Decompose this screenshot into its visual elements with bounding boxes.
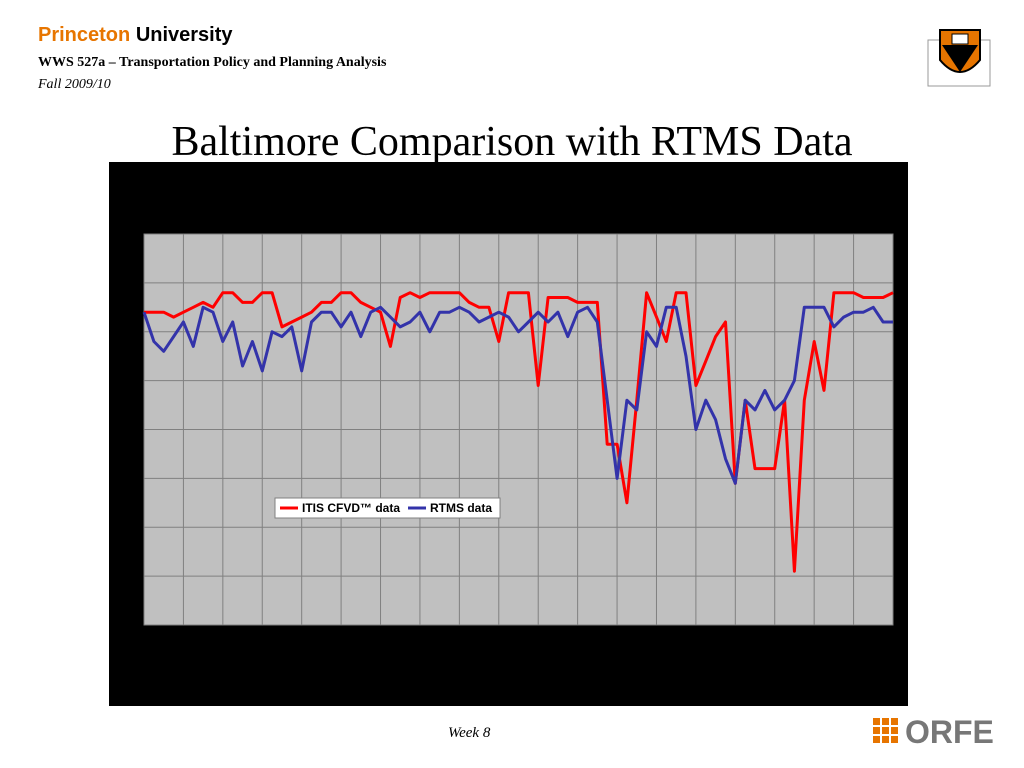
legend: ITIS CFVD™ data RTMS data [274,497,501,519]
brand: Princeton University [38,24,233,47]
term: Fall 2009/10 [38,77,111,92]
legend-label: RTMS data [430,501,492,515]
footer-week: Week 8 [448,725,491,741]
slide-title: Baltimore Comparison with RTMS Data [171,119,853,165]
legend-label: ITIS CFVD™ data [302,501,400,515]
brand-word: University [135,24,233,46]
footer-logo: ORFE [905,714,994,750]
series-line [144,291,894,573]
legend-box [274,497,501,519]
orfe-mark [873,718,898,743]
crest [927,29,991,87]
series-line [142,305,893,485]
brand-name: Princeton [38,24,131,46]
course: WWS 527a – Transportation Policy and Pla… [38,55,387,70]
